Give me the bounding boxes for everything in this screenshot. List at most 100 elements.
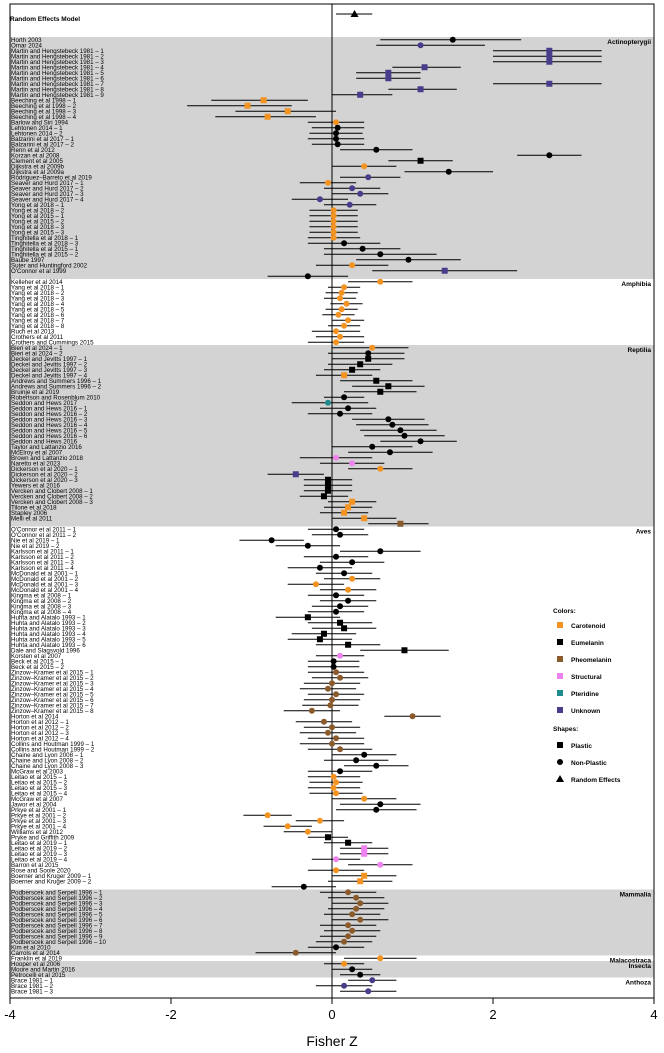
effect-marker (349, 262, 356, 269)
legend-shape-label: Plastic (571, 743, 592, 750)
effect-marker (359, 245, 366, 252)
legend-shape-marker (556, 775, 564, 782)
group-label: Amphibia (621, 281, 651, 288)
study-label: Hooper et al 2006 (11, 961, 61, 968)
effect-marker (361, 845, 368, 852)
study-label: Podberscek and Serpell 1996 – 6 (11, 917, 103, 924)
study-label: Bieri et al 2024 – 2 (11, 351, 63, 358)
effect-marker (409, 713, 416, 720)
effect-marker (343, 300, 350, 307)
study-label: Franklin et al 2019 (11, 956, 62, 963)
study-label: Renn et al 2012 (11, 147, 55, 154)
effect-marker (304, 614, 311, 621)
study-label: Ruch et al 2013 (11, 329, 55, 336)
legend-color-label: Pheomelanin (571, 657, 611, 664)
effect-marker (337, 652, 344, 659)
study-label: Podberscek and Serpell 1996 – 2 (11, 895, 103, 902)
effect-marker (345, 933, 352, 940)
study-label: Karlsson et al 2011 – 2 (11, 554, 74, 561)
study-label: Yang et al 2018 – 7 (11, 318, 65, 325)
study-label: Martin and Hengstebeck 1981 – 9 (11, 92, 104, 99)
study-label: McDonald et al 2001 – 4 (11, 587, 79, 594)
study-label: Leitao et al 2019 – 3 (11, 851, 68, 858)
effect-marker (304, 542, 311, 549)
effect-marker (333, 691, 340, 698)
study-label: Yong et al 2018 – 3 (11, 224, 65, 231)
study-label: Huhta and Alatalo 1993 – 2 (11, 620, 86, 627)
legend-shape-label: Random Effects (571, 777, 621, 784)
study-label: Leitao et al 2015 – 1 (11, 774, 68, 781)
study-label: Karlsson et al 2011 – 4 (11, 565, 74, 572)
effect-marker (369, 443, 376, 450)
effect-marker (341, 284, 348, 291)
effect-marker (334, 124, 341, 131)
study-label: Prkye et al 2001 – 1 (11, 807, 67, 814)
effect-marker (316, 196, 323, 203)
effect-marker (333, 856, 340, 863)
effect-marker (244, 102, 251, 109)
study-label: Vercken and Clobert 2008 – 1 (11, 488, 93, 495)
effect-marker (304, 828, 311, 835)
study-label: McGraw et al 2007 (11, 796, 63, 803)
study-label: Brace 1981 – 1 (11, 978, 54, 985)
effect-marker (333, 130, 340, 137)
effect-marker (333, 669, 340, 676)
effect-marker (397, 520, 404, 527)
effect-marker (345, 641, 352, 648)
study-label: McGraw et al 2003 (11, 769, 63, 776)
group-label: Aves (636, 529, 652, 536)
effect-marker (333, 135, 340, 142)
study-label: Tinghitella et al 2015 – 2 (11, 252, 79, 259)
study-label: Barron et al 2015 (11, 862, 59, 869)
effect-marker (329, 724, 335, 731)
study-label: Zinzow–Kramer et al 2015 – 5 (11, 692, 94, 699)
effect-marker (405, 256, 412, 263)
study-label: Yong et al 2018 – 1 (11, 202, 65, 209)
study-label: Martin and Hengstebeck 1981 – 1 (11, 48, 104, 55)
study-label: Jawor et al 2004 (11, 802, 57, 809)
study-label: Stapley 2006 (11, 510, 48, 517)
study-label: Seddon and Hews 2016 (11, 439, 78, 446)
effect-marker (337, 746, 344, 753)
x-tick-label: 2 (489, 1007, 496, 1022)
effect-marker (357, 900, 364, 907)
effect-marker (329, 740, 335, 747)
study-label: O'Connor et al 1999 (11, 268, 67, 275)
group-label: Mammalia (620, 892, 652, 899)
effect-marker (365, 988, 372, 995)
study-label: Horton et al 2012 – 4 (11, 736, 69, 743)
study-label: Bruinje et al 2019 (11, 389, 60, 396)
study-label: Martin and Hengstebeck 1981 – 6 (11, 76, 104, 83)
study-label: Beeching et al 1998 – 4 (11, 114, 77, 121)
effect-marker (333, 867, 340, 874)
study-label: Seaver and Hurd 2017 – 3 (11, 191, 84, 198)
effect-marker (345, 317, 352, 324)
study-label: Leitao et al 2019 – 4 (11, 857, 68, 864)
effect-marker (385, 75, 392, 82)
study-label: Kingma et al 2008 – 1 (11, 593, 72, 600)
study-label: Korsten et al 2007 (11, 653, 62, 660)
group-label: Anthoza (625, 980, 651, 987)
study-label: Beeching et al 1998 – 3 (11, 109, 77, 116)
effect-marker (333, 779, 340, 786)
study-label: Podberscek and Serpell 1996 – 8 (11, 928, 103, 935)
study-label: O'Connor et al 2011 – 2 (11, 532, 77, 539)
effect-marker (304, 273, 311, 280)
effect-marker (324, 729, 331, 736)
effect-marker (345, 586, 352, 593)
study-label: Karlsson et al 2011 – 1 (11, 549, 74, 556)
effect-marker (345, 889, 352, 896)
effect-marker (546, 58, 553, 65)
x-axis-label: Fisher Z (306, 1033, 358, 1049)
study-label: Karlsson et al 2011 – 3 (11, 560, 74, 567)
effect-marker (264, 113, 271, 120)
effect-marker (341, 509, 348, 516)
effect-marker (320, 493, 327, 500)
study-label: Beck et al 2015 – 1 (11, 659, 65, 666)
effect-marker (401, 432, 408, 439)
study-label: Yong et al 2015 – 3 (11, 230, 65, 237)
effect-marker (377, 548, 384, 555)
study-label: Lehtonen 2014 – 1 (11, 125, 63, 132)
study-label: Leitao et al 2019 – 1 (11, 840, 68, 847)
random-effects-marker (350, 10, 359, 17)
